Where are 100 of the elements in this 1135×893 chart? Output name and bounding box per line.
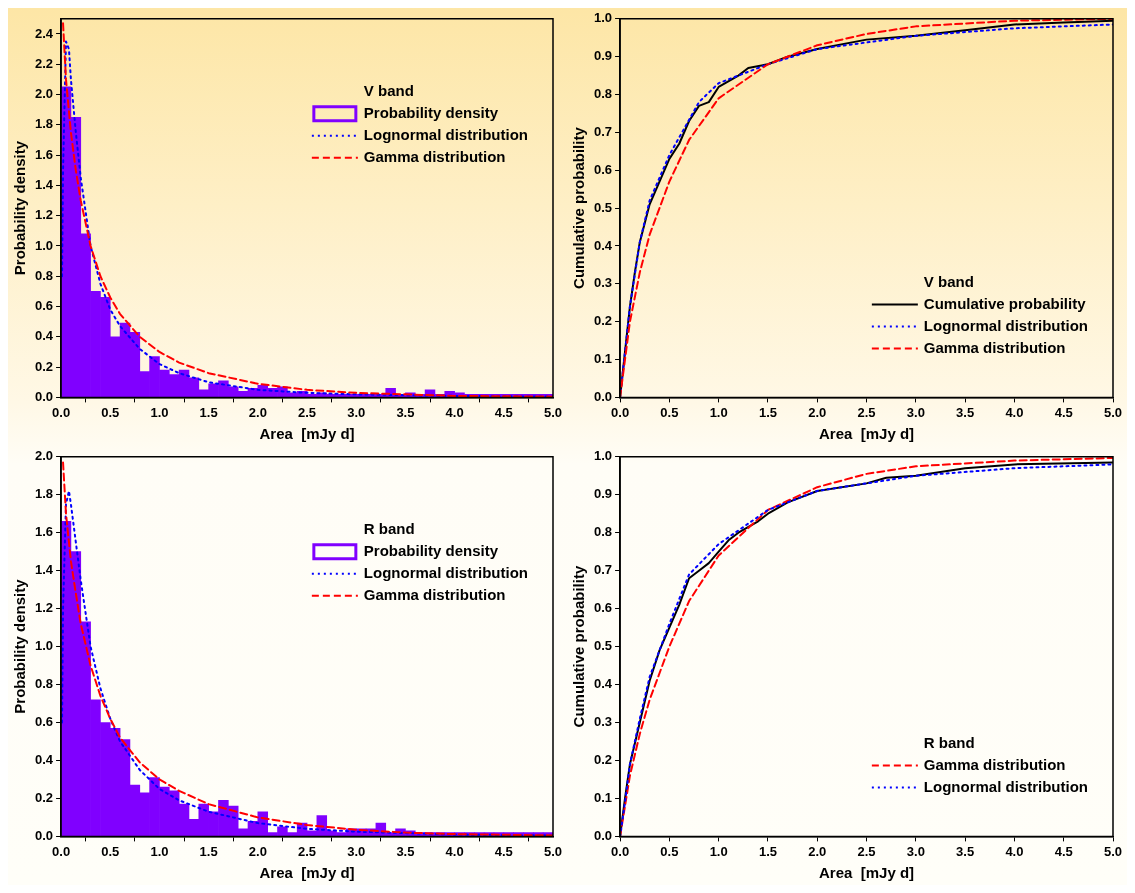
x-tick-label: 4.5 <box>494 843 513 859</box>
y-tick-label: 0.2 <box>34 790 54 806</box>
y-tick-label: 0.8 <box>34 267 54 283</box>
y-tick-label: 2.0 <box>34 448 54 464</box>
y-tick-label: 0.5 <box>593 199 613 215</box>
legend-label: Cumulative probability <box>923 294 1087 312</box>
x-tick-label: 0.0 <box>52 843 71 859</box>
y-tick-label: 2.0 <box>34 86 54 102</box>
x-tick-label: 4.0 <box>445 404 464 420</box>
x-tick-label: 2.0 <box>248 843 267 859</box>
legend-label: Lognormal distribution <box>363 563 529 581</box>
x-tick-label: 2.0 <box>248 404 267 420</box>
x-tick-label: 3.0 <box>347 404 366 420</box>
legend-label: Lognormal distribution <box>923 316 1089 334</box>
y-tick-label: 0.4 <box>34 752 54 768</box>
y-tick-label: 1.2 <box>34 207 54 223</box>
y-tick-label: 1.4 <box>34 562 54 578</box>
y-tick-label: 0.6 <box>34 714 54 730</box>
x-tick-label: 2.0 <box>808 404 827 420</box>
legend-label: Probability density <box>363 103 499 121</box>
y-tick-label: 0.4 <box>593 676 613 692</box>
x-tick-label: 2.0 <box>808 843 827 859</box>
x-tick-label: 0.5 <box>101 843 120 859</box>
y-tick-label: 0.7 <box>593 562 613 578</box>
x-tick-label: 4.0 <box>445 843 464 859</box>
x-tick-label: 3.5 <box>396 404 415 420</box>
x-tick-label: 4.0 <box>1005 404 1024 420</box>
legend-label: Gamma distribution <box>363 585 506 603</box>
x-tick-label: 0.5 <box>660 404 679 420</box>
legend-label: Probability density <box>363 541 499 559</box>
legend-title: R band <box>923 733 975 751</box>
y-tick-label: 1.0 <box>593 10 613 26</box>
x-tick-label: 1.5 <box>758 843 777 859</box>
y-tick-label: 0.2 <box>593 752 613 768</box>
x-tick-label: 0.5 <box>660 843 679 859</box>
x-tick-label: 1.0 <box>709 843 728 859</box>
x-tick-label: 2.5 <box>857 843 876 859</box>
x-tick-label: 1.0 <box>709 404 728 420</box>
x-tick-label: 1.5 <box>758 404 777 420</box>
y-tick-label: 0.8 <box>593 524 613 540</box>
y-tick-label: 0.4 <box>593 237 613 253</box>
legend-label: Gamma distribution <box>923 338 1066 356</box>
y-tick-label: 1.4 <box>34 176 54 192</box>
y-axis-title: Probability density <box>11 140 29 276</box>
y-tick-label: 0.3 <box>593 275 613 291</box>
legend-title: R band <box>363 519 415 537</box>
x-tick-label: 0.5 <box>101 404 120 420</box>
y-tick-label: 0.6 <box>593 600 613 616</box>
x-tick-label: 1.5 <box>199 843 218 859</box>
y-tick-label: 0.8 <box>34 676 54 692</box>
x-axis-title: Area [mJy d] <box>259 425 355 443</box>
x-tick-label: 3.0 <box>906 843 925 859</box>
x-tick-label: 1.5 <box>199 404 218 420</box>
legend-label: Gamma distribution <box>363 147 506 165</box>
y-tick-label: 1.6 <box>34 146 54 162</box>
x-axis-title: Area [mJy d] <box>819 425 915 443</box>
x-tick-label: 0.0 <box>611 404 630 420</box>
x-tick-label: 3.5 <box>956 404 975 420</box>
y-tick-label: 1.8 <box>34 486 54 502</box>
x-tick-label: 1.0 <box>150 404 169 420</box>
x-axis-title: Area [mJy d] <box>259 864 355 882</box>
y-tick-label: 0.5 <box>593 638 613 654</box>
y-tick-label: 0.1 <box>593 351 613 367</box>
x-tick-label: 2.5 <box>857 404 876 420</box>
y-tick-label: 0.0 <box>593 827 613 843</box>
x-tick-label: 4.5 <box>1054 404 1073 420</box>
x-tick-label: 3.0 <box>906 404 925 420</box>
x-tick-label: 2.5 <box>298 843 317 859</box>
y-tick-label: 1.0 <box>34 638 54 654</box>
y-tick-label: 1.0 <box>593 448 613 464</box>
y-tick-label: 0.1 <box>593 790 613 806</box>
y-tick-label: 1.2 <box>34 600 54 616</box>
x-tick-label: 0.0 <box>52 404 71 420</box>
x-tick-label: 4.5 <box>494 404 513 420</box>
y-tick-label: 0.2 <box>34 358 54 374</box>
y-tick-label: 2.4 <box>34 25 54 41</box>
y-tick-label: 0.8 <box>593 86 613 102</box>
y-tick-label: 0.0 <box>593 388 613 404</box>
legend-label: Lognormal distribution <box>923 777 1089 795</box>
y-tick-label: 0.7 <box>593 123 613 139</box>
y-axis-title: Cumulative probability <box>570 126 588 289</box>
x-tick-label: 4.5 <box>1054 843 1073 859</box>
x-axis-title: Area [mJy d] <box>819 864 915 882</box>
y-tick-label: 1.0 <box>34 237 54 253</box>
y-tick-label: 0.6 <box>34 298 54 314</box>
x-tick-label: 2.5 <box>298 404 317 420</box>
legend-title: V band <box>923 272 974 290</box>
y-tick-label: 0.2 <box>593 313 613 329</box>
legend-label: Gamma distribution <box>923 755 1066 773</box>
x-tick-label: 3.5 <box>396 843 415 859</box>
y-tick-label: 0.6 <box>593 161 613 177</box>
x-tick-label: 5.0 <box>1103 404 1123 420</box>
x-tick-label: 0.0 <box>611 843 630 859</box>
y-tick-label: 0.9 <box>593 486 613 502</box>
y-tick-label: 1.8 <box>34 116 54 132</box>
x-tick-label: 5.0 <box>1103 843 1123 859</box>
y-tick-label: 0.4 <box>34 328 54 344</box>
x-tick-label: 3.0 <box>347 843 366 859</box>
y-tick-label: 2.2 <box>34 55 54 71</box>
y-tick-label: 0.3 <box>593 714 613 730</box>
